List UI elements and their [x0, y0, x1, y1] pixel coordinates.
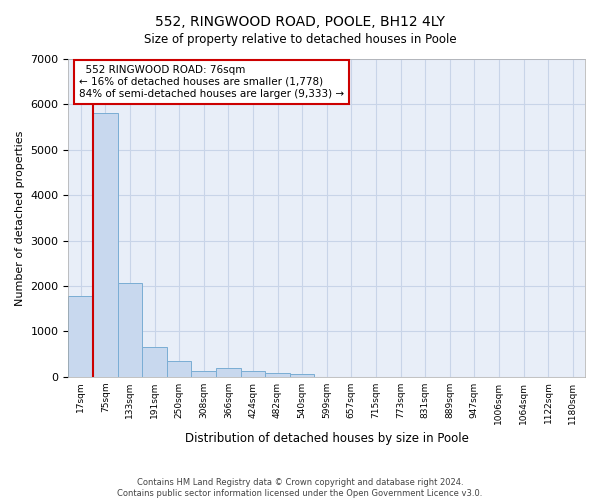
Y-axis label: Number of detached properties: Number of detached properties	[15, 130, 25, 306]
Bar	[68, 296, 93, 376]
Bar	[93, 114, 118, 376]
Text: Contains HM Land Registry data © Crown copyright and database right 2024.
Contai: Contains HM Land Registry data © Crown c…	[118, 478, 482, 498]
Bar	[167, 362, 191, 376]
Text: Size of property relative to detached houses in Poole: Size of property relative to detached ho…	[143, 32, 457, 46]
Bar	[142, 346, 167, 376]
Bar	[216, 368, 241, 376]
X-axis label: Distribution of detached houses by size in Poole: Distribution of detached houses by size …	[185, 432, 469, 445]
Bar	[265, 373, 290, 376]
Bar	[118, 283, 142, 376]
Bar	[241, 371, 265, 376]
Bar	[191, 371, 216, 376]
Bar	[290, 374, 314, 376]
Text: 552 RINGWOOD ROAD: 76sqm
← 16% of detached houses are smaller (1,778)
84% of sem: 552 RINGWOOD ROAD: 76sqm ← 16% of detach…	[79, 66, 344, 98]
Text: 552, RINGWOOD ROAD, POOLE, BH12 4LY: 552, RINGWOOD ROAD, POOLE, BH12 4LY	[155, 15, 445, 29]
